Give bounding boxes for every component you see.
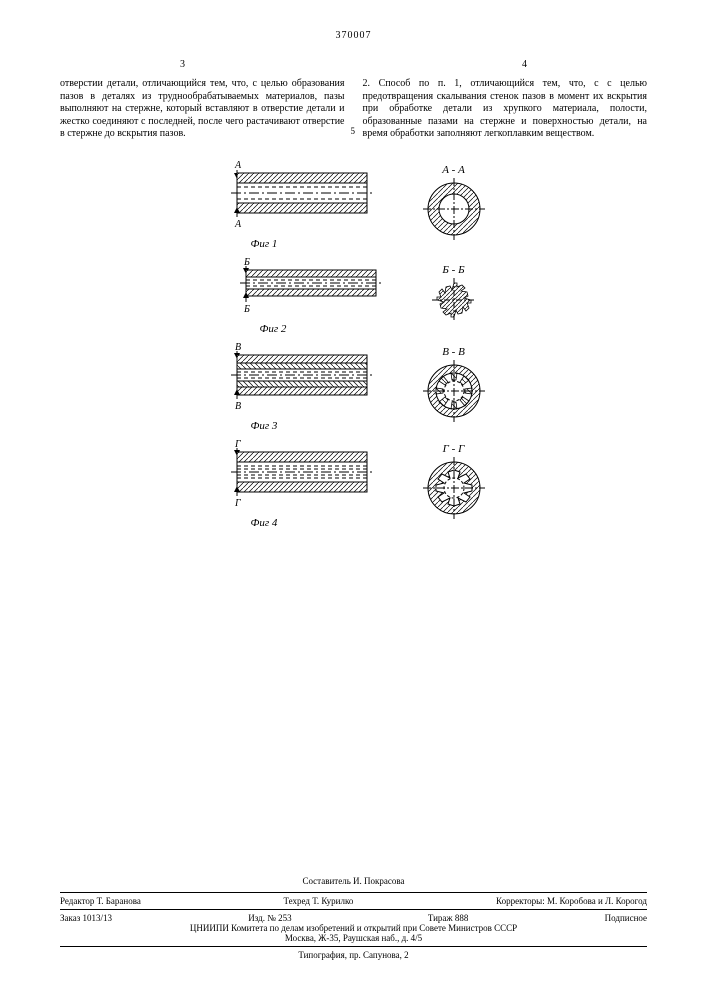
figure-1-row: А А Фиг 1 А - А — [223, 159, 485, 250]
doc-number: 370007 — [60, 30, 647, 41]
figures-block: А А Фиг 1 А - А — [60, 159, 647, 529]
footer-correctors: Корректоры: М. Коробова и Л. Корогод — [496, 896, 647, 906]
left-column: отверстии детали, отличающийся тем, что,… — [60, 78, 345, 141]
fig1-seclabel: А - А — [423, 164, 485, 176]
footer: Составитель И. Покрасова Редактор Т. Бар… — [60, 876, 647, 960]
svg-text:В: В — [235, 401, 241, 412]
footer-addr: Москва, Ж-35, Раушская наб., д. 4/5 — [60, 933, 647, 943]
col-num-right: 4 — [522, 59, 527, 70]
fig4-label: Фиг 4 — [223, 517, 383, 529]
right-text: 2. Способ по п. 1, отличающийся тем, что… — [363, 78, 648, 139]
fig2-seclabel: Б - Б — [432, 264, 476, 276]
footer-tirazh: Тираж 888 — [428, 913, 469, 923]
mark-a-bot: А — [234, 219, 242, 230]
footer-techred: Техред Т. Курилко — [284, 896, 354, 906]
footer-order: Заказ 1013/13 — [60, 913, 112, 923]
fig1-label: Фиг 1 — [223, 238, 383, 250]
fig3-seclabel: В - В — [423, 346, 485, 358]
footer-podpis: Подписное — [605, 913, 647, 923]
left-text: отверстии детали, отличающийся тем, что,… — [60, 78, 345, 139]
figure-2-section: Б - Б — [432, 264, 476, 327]
footer-compiler: Составитель И. Покрасова — [60, 876, 647, 886]
figure-4-row: Г Г Фиг 4 Г - Г — [223, 438, 485, 529]
right-column: 5 2. Способ по п. 1, отличающийся тем, ч… — [363, 78, 648, 141]
figure-3-row: В В Фиг 3 В - В — [223, 341, 485, 432]
figure-4-section: Г - Г — [423, 443, 485, 524]
svg-text:В: В — [235, 342, 241, 353]
svg-text:Б: Б — [243, 304, 250, 315]
fig4-seclabel: Г - Г — [423, 443, 485, 455]
fig3-label: Фиг 3 — [223, 420, 383, 432]
figure-1-side: А А Фиг 1 — [223, 159, 383, 250]
figure-3-side: В В Фиг 3 — [223, 341, 383, 432]
text-columns: отверстии детали, отличающийся тем, что,… — [60, 78, 647, 141]
figure-2-side: Б Б Фиг 2 — [232, 256, 392, 335]
footer-org: ЦНИИПИ Комитета по делам изобретений и о… — [60, 923, 647, 933]
col-num-left: 3 — [180, 59, 185, 70]
figure-3-section: В - В — [423, 346, 485, 427]
footer-izd: Изд. № 253 — [248, 913, 291, 923]
fig2-label: Фиг 2 — [232, 323, 392, 335]
figure-2-row: Б Б Фиг 2 Б - Б — [232, 256, 476, 335]
line-number: 5 — [351, 126, 356, 137]
figure-4-side: Г Г Фиг 4 — [223, 438, 383, 529]
mark-a-top: А — [234, 160, 242, 171]
footer-typo: Типография, пр. Сапунова, 2 — [60, 946, 647, 960]
svg-text:Г: Г — [234, 498, 241, 509]
figure-1-section: А - А — [423, 164, 485, 245]
footer-editor: Редактор Т. Баранова — [60, 896, 141, 906]
